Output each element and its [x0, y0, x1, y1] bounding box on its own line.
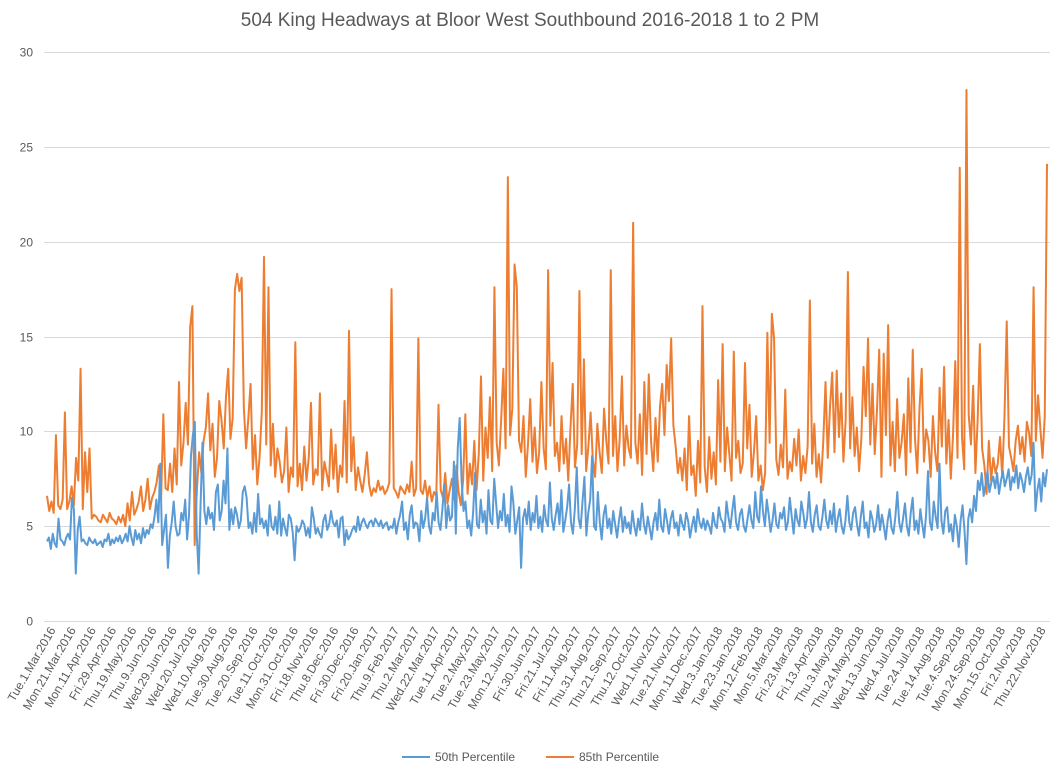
legend-label: 85th Percentile — [579, 750, 659, 764]
y-tick-label: 10 — [20, 425, 34, 439]
x-axis-ticks: Tue.1.Mar.2016Mon.21.Mar.2016Mon.11.Apr.… — [5, 624, 1049, 714]
chart-title: 504 King Headways at Bloor West Southbou… — [241, 10, 819, 31]
y-tick-label: 0 — [26, 615, 33, 629]
y-tick-label: 5 — [26, 520, 33, 534]
y-tick-label: 20 — [20, 236, 34, 250]
legend: 50th Percentile 85th Percentile — [402, 750, 659, 764]
series-line-85th-percentile — [46, 88, 1048, 547]
y-axis-ticks: 0 5 10 15 20 25 30 — [20, 46, 34, 629]
y-tick-label: 25 — [20, 141, 34, 155]
y-tick-label: 30 — [20, 46, 34, 60]
series-line-50th-percentile — [46, 417, 1048, 575]
y-tick-label: 15 — [20, 331, 34, 345]
legend-label: 50th Percentile — [435, 750, 515, 764]
series-lines — [46, 88, 1048, 575]
